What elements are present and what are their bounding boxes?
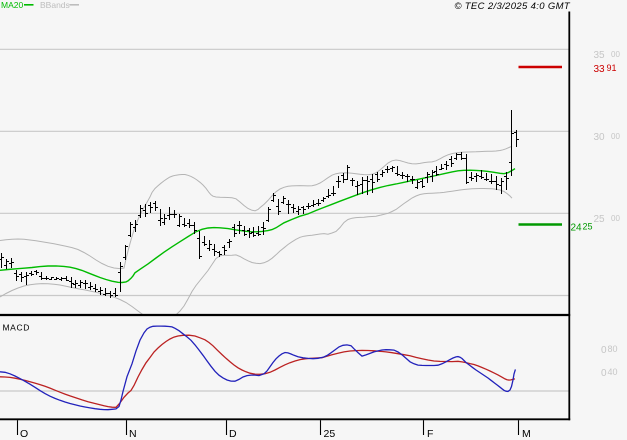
svg-text:00: 00 [611,214,620,223]
svg-text:MACD: MACD [3,323,30,333]
svg-text:91: 91 [607,63,617,73]
svg-text:0: 0 [601,368,607,379]
svg-text:40: 40 [608,367,618,377]
svg-text:35: 35 [594,50,606,61]
svg-text:25: 25 [594,214,606,225]
svg-text:0: 0 [601,345,607,356]
svg-text:O: O [20,428,28,440]
svg-text:25: 25 [583,222,593,232]
svg-text:D: D [229,428,237,440]
svg-text:24: 24 [571,223,583,234]
svg-text:80: 80 [608,344,618,354]
svg-text:M: M [522,428,531,440]
svg-text:MA20: MA20 [1,0,23,10]
svg-text:33: 33 [594,64,606,75]
svg-text:BBands: BBands [40,0,70,10]
svg-text:F: F [427,428,433,440]
svg-text:25: 25 [324,428,336,440]
svg-text:30: 30 [594,132,606,143]
svg-text:© TEC 2/3/2025 4:0 GMT: © TEC 2/3/2025 4:0 GMT [454,1,570,12]
svg-text:00: 00 [611,132,620,141]
svg-text:N: N [129,428,137,440]
svg-text:00: 00 [611,50,620,59]
